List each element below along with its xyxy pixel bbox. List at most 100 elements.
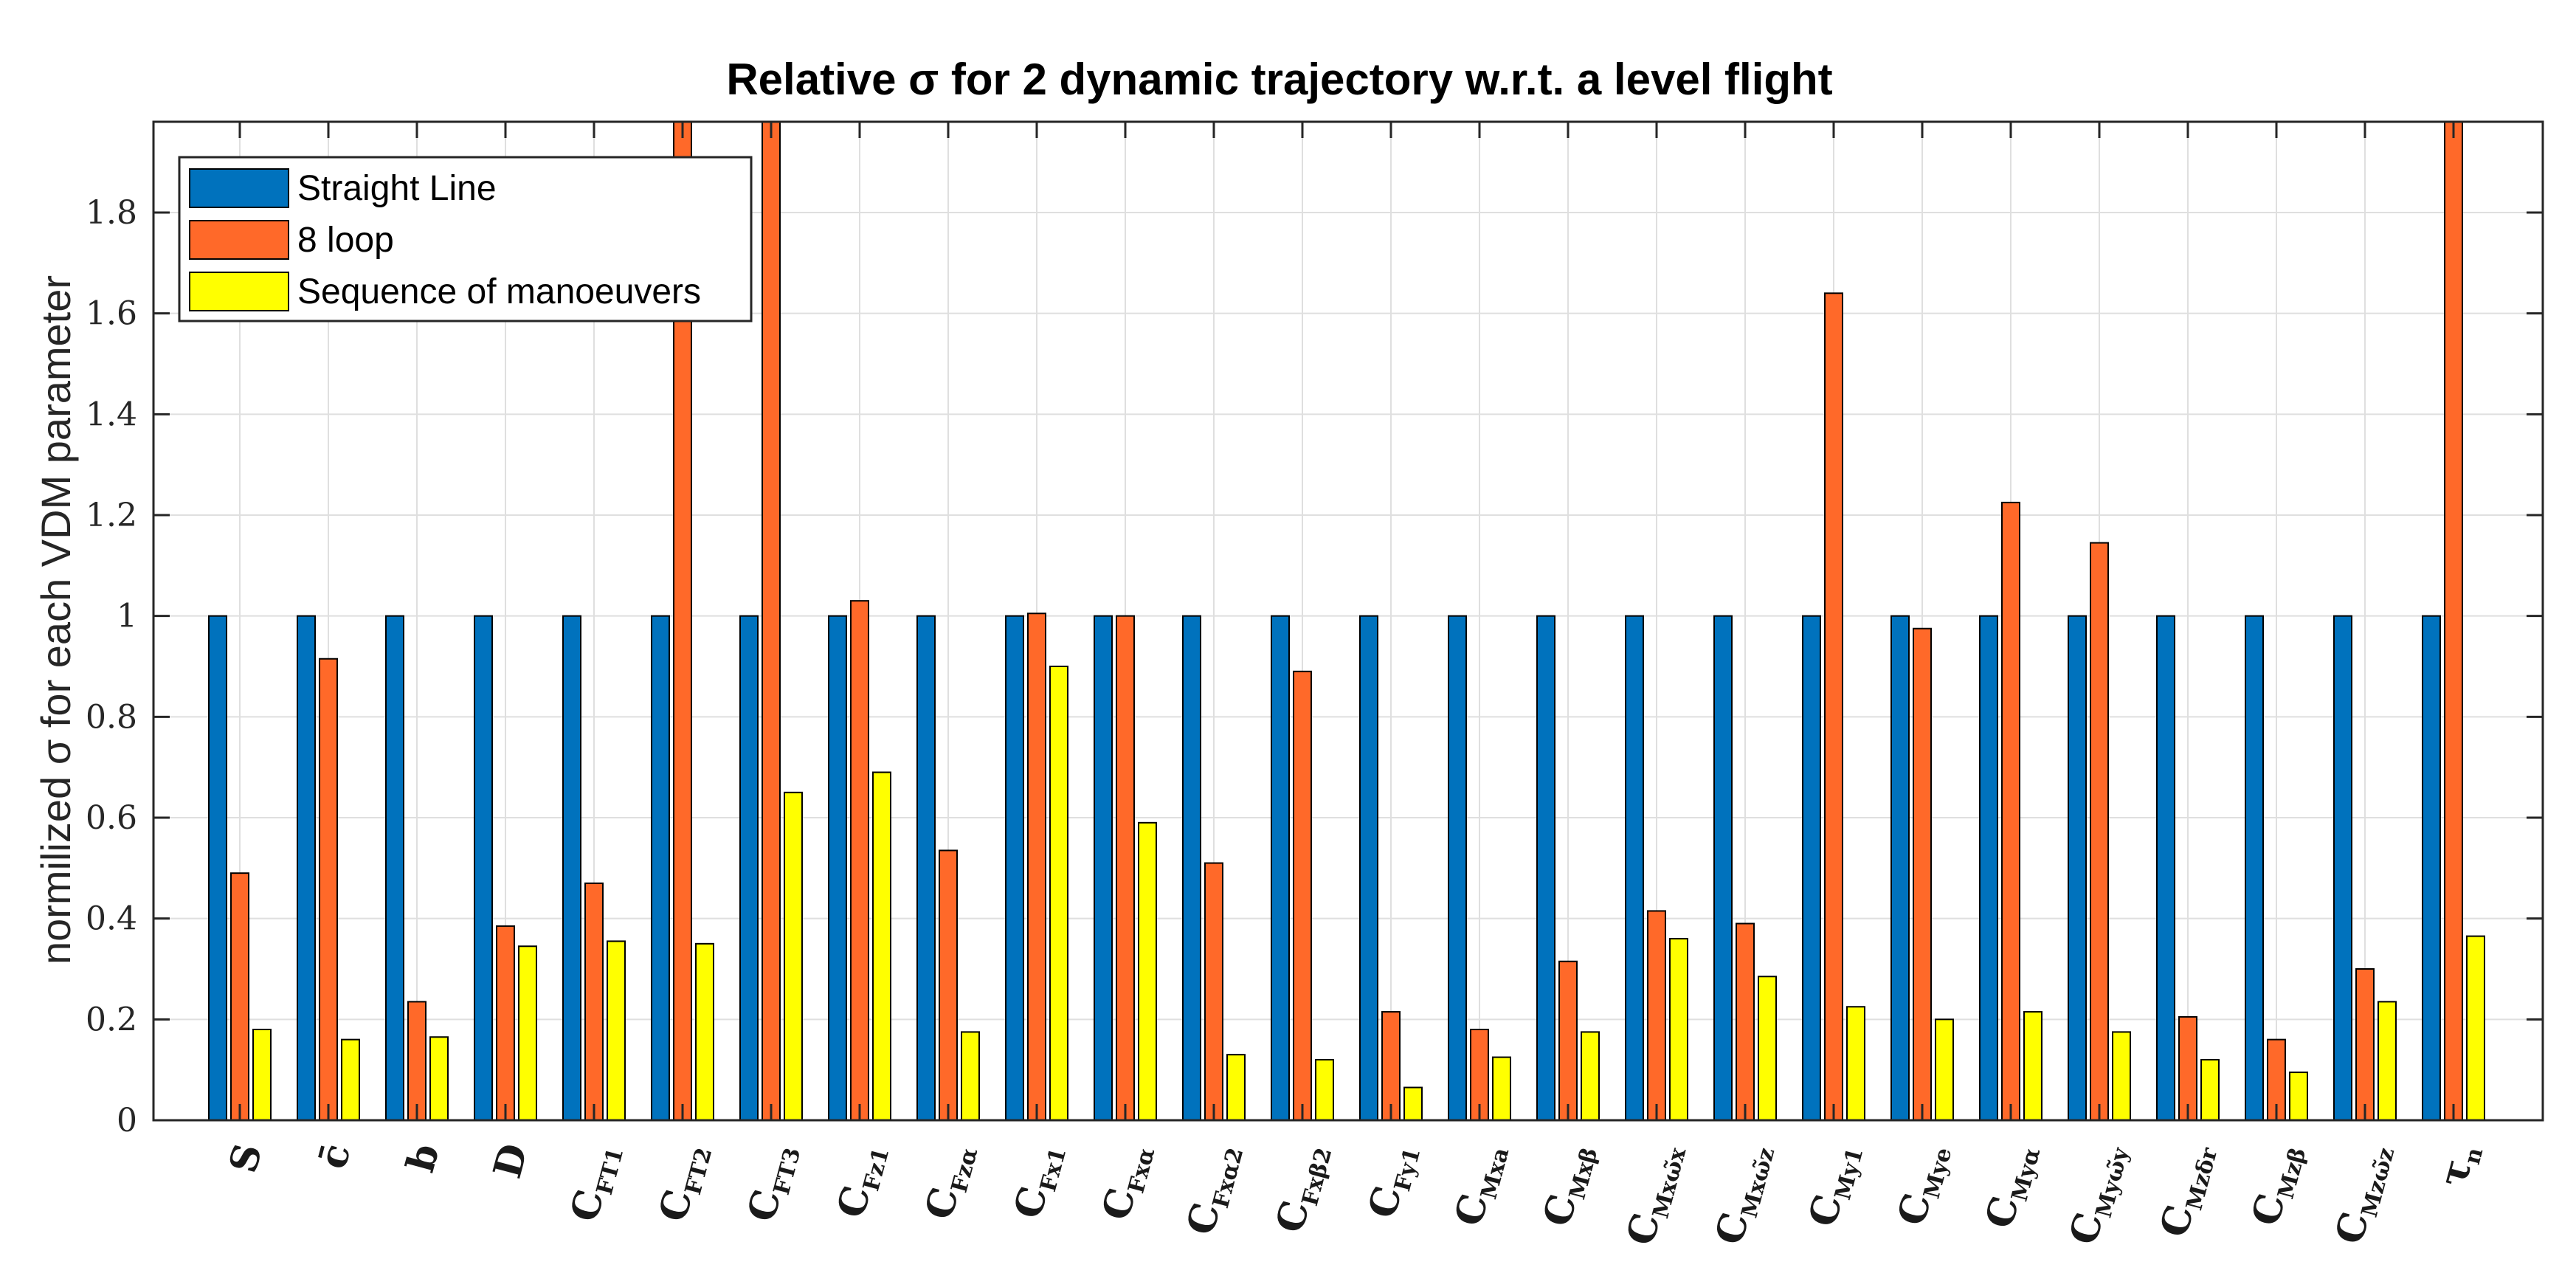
bar-sequence-of-manoeuvers-7	[872, 771, 891, 1121]
x-tick-label-subscript: Mxβ	[1564, 1145, 1603, 1203]
y-tick-label: 1.6	[86, 295, 137, 333]
bar-sequence-of-manoeuvers-16	[1669, 938, 1688, 1121]
x-tick-label: S	[221, 1139, 272, 1178]
plot-frame	[152, 120, 2544, 1122]
bar-straight-line-24	[2333, 615, 2352, 1121]
legend-swatch	[189, 220, 289, 260]
x-tick-label-subscript: Mxω̃x	[1648, 1145, 1691, 1221]
y-tick-labels: 0 0.2 0.4 0.6 0.8 1 1.2 1.4 1.6 1.8	[86, 194, 137, 1139]
x-tick-label-main: D	[485, 1139, 537, 1183]
x-tick-label-subscript: Myω̃y	[2091, 1144, 2135, 1221]
bar-straight-line-20	[1979, 615, 1998, 1121]
bar-8-loop-0	[230, 872, 249, 1121]
legend-entry-label: 8 loop	[297, 221, 394, 260]
x-tick-label: CFz1	[829, 1139, 895, 1224]
x-tick-label-subscript: Fzα	[947, 1145, 984, 1196]
x-tick-label: CMzβ	[2243, 1139, 2312, 1232]
x-tick-label-subscript: Fxα2	[1208, 1145, 1249, 1211]
bar-straight-line-13	[1359, 615, 1378, 1121]
bar-sequence-of-manoeuvers-8	[961, 1031, 980, 1121]
bar-straight-line-23	[2245, 615, 2264, 1121]
x-tick-label-subscript: Mye	[1919, 1145, 1958, 1201]
bar-sequence-of-manoeuvers-5	[695, 942, 714, 1122]
x-tick-label: CMzω̃z	[2327, 1139, 2400, 1250]
bar-sequence-of-manoeuvers-0	[252, 1029, 272, 1121]
bar-8-loop-13	[1381, 1011, 1401, 1122]
bar-sequence-of-manoeuvers-14	[1492, 1056, 1511, 1122]
x-tick-label: CFxα	[1094, 1139, 1161, 1226]
x-tick-label: CFx1	[1005, 1139, 1071, 1224]
bar-straight-line-9	[1005, 615, 1024, 1121]
x-tick-label: CFT3	[739, 1139, 806, 1227]
x-tick-label: D	[485, 1139, 537, 1183]
x-tick-label: CMxβ	[1535, 1139, 1603, 1232]
x-tick-label-subscript: Mzω̃z	[2357, 1145, 2400, 1221]
bar-sequence-of-manoeuvers-9	[1049, 666, 1068, 1121]
bar-8-loop-7	[850, 600, 869, 1121]
x-tick-label: CMxω̃z	[1707, 1139, 1780, 1250]
bar-straight-line-16	[1625, 615, 1644, 1121]
x-tick-label: CFT1	[562, 1139, 629, 1227]
y-tick-label: 0.2	[86, 1001, 137, 1038]
bar-8-loop-20	[2001, 501, 2020, 1121]
x-tick-label: CMye	[1889, 1139, 1958, 1231]
y-tick-label: 0.4	[86, 900, 137, 938]
x-tick-label: CMyω̃y	[2061, 1138, 2135, 1250]
x-tick-label: CMy1	[1800, 1139, 1868, 1232]
bar-8-loop-11	[1204, 862, 1223, 1121]
bar-8-loop-6	[762, 121, 781, 1121]
bar-8-loop-12	[1293, 670, 1312, 1121]
bar-straight-line-5	[651, 615, 670, 1121]
bar-straight-line-10	[1094, 615, 1113, 1121]
y-tick-label: 1.2	[86, 497, 137, 534]
bar-sequence-of-manoeuvers-2	[429, 1036, 449, 1121]
x-tick-label: CMzδr	[2152, 1138, 2223, 1242]
bar-sequence-of-manoeuvers-1	[341, 1038, 360, 1121]
bar-sequence-of-manoeuvers-6	[784, 791, 803, 1122]
x-tick-label: CFxβ2	[1267, 1139, 1337, 1238]
bar-straight-line-11	[1182, 615, 1201, 1121]
chart-title: Relative σ for 2 dynamic trajectory w.r.…	[726, 55, 1832, 104]
x-tick-label-subscript: Fxβ2	[1297, 1145, 1338, 1209]
bar-8-loop-1	[319, 658, 338, 1121]
x-tick-label-subscript: FT1	[592, 1145, 629, 1198]
x-tick-label: CMxa	[1446, 1139, 1515, 1232]
x-tick-label: τn	[2431, 1139, 2489, 1192]
bar-8-loop-16	[1647, 910, 1666, 1121]
x-tick-label-subscript: Fx1	[1035, 1145, 1071, 1195]
bar-8-loop-19	[1913, 627, 1932, 1121]
x-tick-label: b	[398, 1139, 448, 1177]
bar-straight-line-22	[2156, 615, 2175, 1121]
bar-sequence-of-manoeuvers-24	[2378, 1001, 2397, 1121]
bar-8-loop-9	[1027, 613, 1046, 1121]
bar-8-loop-2	[407, 1001, 427, 1121]
bar-sequence-of-manoeuvers-11	[1226, 1054, 1246, 1121]
bar-8-loop-17	[1736, 922, 1755, 1121]
axes-layer	[152, 120, 2544, 1122]
x-tick-label: CMyα	[1977, 1139, 2046, 1234]
bar-sequence-of-manoeuvers-10	[1138, 821, 1157, 1122]
bar-straight-line-2	[385, 615, 404, 1121]
bar-sequence-of-manoeuvers-20	[2023, 1011, 2043, 1122]
bar-straight-line-14	[1448, 615, 1467, 1121]
x-tick-label-subscript: Fy1	[1389, 1145, 1426, 1195]
bar-sequence-of-manoeuvers-4	[607, 940, 626, 1121]
bar-sequence-of-manoeuvers-19	[1935, 1018, 1954, 1122]
x-tick-label-subscript: Mzβ	[2273, 1145, 2311, 1202]
bar-8-loop-8	[939, 849, 958, 1121]
x-tick-label-subscript: FT2	[680, 1145, 718, 1198]
bar-sequence-of-manoeuvers-3	[518, 945, 537, 1121]
bar-straight-line-19	[1890, 615, 1910, 1121]
x-tick-label: CFxα2	[1178, 1139, 1249, 1241]
x-tick-label-main: S	[221, 1139, 272, 1178]
bar-8-loop-15	[1558, 960, 1578, 1121]
x-tick-label-subscript: Fxα	[1123, 1145, 1160, 1196]
bar-8-loop-3	[496, 925, 515, 1121]
x-tick-label-subscript: Mxa	[1476, 1145, 1514, 1202]
bar-8-loop-10	[1116, 615, 1135, 1121]
y-tick-label: 0.8	[86, 698, 137, 736]
legend[interactable]: Straight Line 8 loop Sequence of manoeuver…	[178, 156, 753, 322]
bar-sequence-of-manoeuvers-12	[1315, 1059, 1334, 1121]
x-tick-label-subscript: Mxω̃z	[1737, 1145, 1781, 1221]
